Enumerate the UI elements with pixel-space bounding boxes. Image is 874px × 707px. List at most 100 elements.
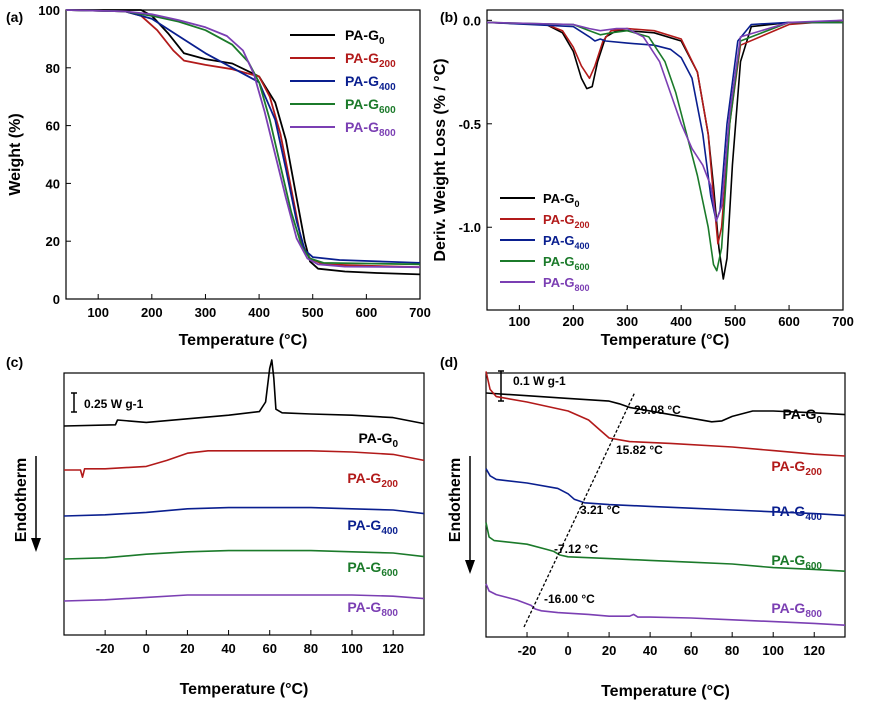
x-tick-label: 100 (87, 305, 109, 320)
x-tick-label: 700 (409, 305, 431, 320)
x-tick-label: 40 (643, 643, 657, 658)
x-tick-label: 60 (684, 643, 698, 658)
series-line-pa-g600 (63, 549, 425, 560)
series-line-pa-g0 (66, 9, 421, 276)
x-tick-label: 200 (141, 305, 163, 320)
series-line-pa-g600 (486, 21, 843, 272)
legend-entry-base: PA-G (345, 27, 379, 43)
series-label-pa-g400-base: PA-G (771, 503, 805, 519)
series-label-pa-g800-base: PA-G (771, 600, 805, 616)
series-label-pa-g800-base: PA-G (347, 599, 381, 615)
x-tick-label: 60 (262, 641, 276, 656)
y-tick-label: 40 (46, 176, 60, 191)
series-label-pa-g400-subscript: 400 (381, 526, 398, 537)
x-tick-label: 700 (832, 314, 854, 329)
y-tick-label: 60 (46, 119, 60, 134)
x-tick-label: 200 (562, 314, 584, 329)
x-tick-label: 600 (356, 305, 378, 320)
legend-entry-base: PA-G (345, 119, 379, 135)
x-tick-label: -20 (518, 643, 537, 658)
legend-entry-subscript: 0 (379, 36, 385, 47)
legend-entry: PA-G200 (543, 212, 590, 230)
series-label-pa-g200: PA-G200 (771, 458, 822, 478)
endotherm-arrow-head (465, 560, 475, 574)
legend-entry: PA-G800 (345, 119, 396, 139)
legend-entry-base: PA-G (345, 50, 379, 66)
scale-bar-label: 0.25 W g-1 (84, 397, 144, 411)
series-label-pa-g400-subscript: 400 (805, 512, 822, 523)
legend-entry-base: PA-G (543, 191, 575, 206)
x-tick-label: 0 (143, 641, 150, 656)
legend-entry: PA-G800 (543, 275, 590, 293)
tg-annotation: 3.21 °C (580, 503, 620, 517)
tg-annotation: -7.12 °C (554, 542, 598, 556)
series-line-pa-g600 (65, 9, 421, 266)
x-tick-label: 20 (180, 641, 194, 656)
series-label-pa-g0: PA-G0 (358, 430, 398, 450)
panel-d-label: (d) (440, 354, 458, 370)
x-tick-label: 0 (564, 643, 571, 658)
x-axis-label: Temperature (°C) (179, 332, 308, 349)
legend-entry-base: PA-G (543, 233, 575, 248)
series-line-pa-g800 (486, 19, 844, 222)
legend-entry: PA-G200 (345, 50, 396, 70)
legend-entry-subscript: 0 (575, 199, 580, 209)
x-tick-label: 400 (670, 314, 692, 329)
x-tick-label: 500 (302, 305, 324, 320)
legend-entry: PA-G600 (345, 96, 396, 116)
series-label-pa-g0: PA-G0 (782, 406, 822, 426)
series-label-pa-g200-subscript: 200 (381, 479, 398, 490)
series-label-pa-g600: PA-G600 (347, 559, 398, 579)
legend-entry-base: PA-G (543, 275, 575, 290)
x-tick-label: 100 (509, 314, 531, 329)
scale-bar-label: 0.1 W g-1 (513, 374, 566, 388)
series-line-pa-g400 (486, 21, 843, 222)
series-line-pa-g400 (65, 9, 421, 264)
panel-b-label: (b) (440, 9, 458, 25)
series-line-pa-g200 (64, 450, 425, 478)
series-label-pa-g400-base: PA-G (347, 517, 381, 533)
y-axis-label: Endotherm (13, 458, 30, 542)
series-label-pa-g200-subscript: 200 (805, 467, 822, 478)
series-label-pa-g800-subscript: 800 (805, 609, 822, 620)
y-tick-label: 0 (53, 292, 60, 307)
x-tick-label: 300 (616, 314, 638, 329)
x-axis-label: Temperature (°C) (601, 332, 730, 349)
panel-c: (c) -20 0 20 40 60 80 100 120 Temperature (°C) End… (6, 354, 425, 698)
endotherm-arrow-head (31, 538, 41, 552)
tg-annotation: 29.08 °C (634, 403, 681, 417)
x-tick-label: 300 (195, 305, 217, 320)
legend-entry: PA-G0 (543, 191, 580, 209)
legend-entry-subscript: 400 (379, 82, 396, 93)
y-tick-label: -0.5 (459, 117, 481, 132)
series-label-pa-g600-base: PA-G (347, 559, 381, 575)
series-line-pa-g0 (63, 359, 425, 427)
y-axis-label: Weight (%) (7, 113, 24, 195)
legend-entry-subscript: 400 (575, 241, 590, 251)
panel-d: (d) -20 0 20 40 60 80 100 120 Temperature (°C) End… (440, 354, 846, 700)
x-tick-label: 120 (382, 641, 404, 656)
legend-entry: PA-G400 (345, 73, 396, 93)
x-tick-label: 100 (762, 643, 784, 658)
x-tick-label: 80 (304, 641, 318, 656)
y-axis-label: Deriv. Weight Loss (% / °C) (432, 58, 449, 261)
legend-entry: PA-G0 (345, 27, 385, 47)
legend-entry-subscript: 200 (379, 59, 396, 70)
legend-entry-base: PA-G (345, 96, 379, 112)
panel-b-frame (486, 9, 844, 311)
series-label-pa-g600-subscript: 600 (805, 561, 822, 572)
panel-b: (b) 100 200 300 400 500 600 700 0.0 -0.5 -1.0 Tempe… (432, 9, 854, 349)
legend-entry-subscript: 800 (379, 128, 396, 139)
x-tick-label: 100 (341, 641, 363, 656)
series-line-pa-g600 (485, 522, 846, 572)
legend-entry: PA-G600 (543, 254, 590, 272)
series-label-pa-g200-base: PA-G (771, 458, 805, 474)
tg-annotation: 15.82 °C (616, 443, 663, 457)
y-tick-label: -1.0 (459, 220, 481, 235)
legend-entry-subscript: 600 (575, 262, 590, 272)
series-label-pa-g0-subscript: 0 (392, 439, 398, 450)
series-line-pa-g200 (486, 19, 844, 245)
legend-entry-base: PA-G (543, 254, 575, 269)
x-tick-label: 80 (725, 643, 739, 658)
